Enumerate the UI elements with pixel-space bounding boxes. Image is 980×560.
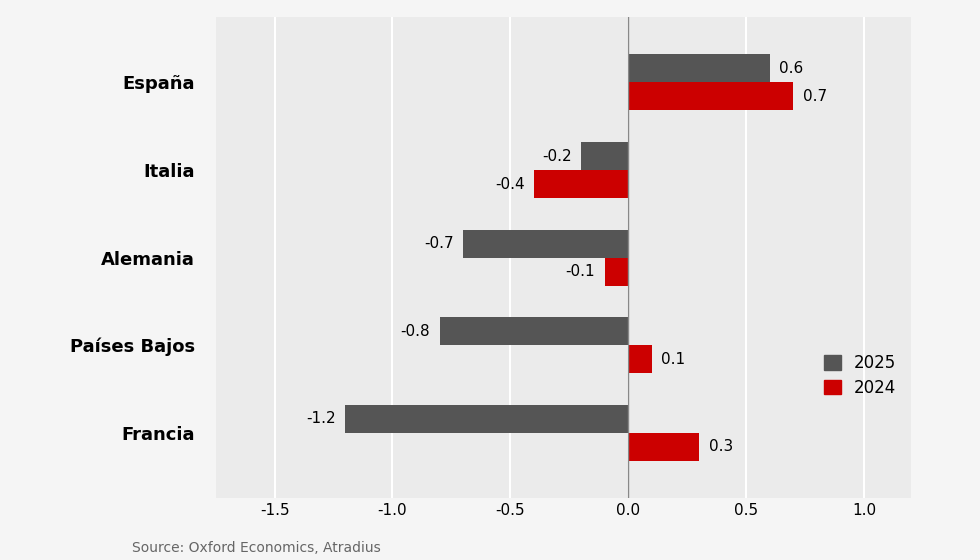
Bar [628, 345, 652, 373]
Text: -0.8: -0.8 [401, 324, 430, 339]
Text: -1.2: -1.2 [307, 411, 336, 426]
Text: 0.1: 0.1 [662, 352, 685, 367]
Text: -0.4: -0.4 [495, 176, 524, 192]
Legend: 2025, 2024: 2025, 2024 [817, 347, 903, 403]
Bar [464, 230, 628, 258]
Bar [628, 54, 770, 82]
Bar [534, 170, 628, 198]
Text: 0.3: 0.3 [709, 439, 733, 454]
Text: -0.2: -0.2 [542, 148, 571, 164]
Bar [581, 142, 628, 170]
Bar [440, 317, 628, 345]
Text: -0.1: -0.1 [565, 264, 595, 279]
Text: 0.6: 0.6 [779, 61, 804, 76]
Text: -0.7: -0.7 [424, 236, 454, 251]
Bar [628, 82, 794, 110]
Bar [345, 405, 628, 433]
Text: 0.7: 0.7 [803, 89, 827, 104]
Bar [605, 258, 628, 286]
Bar [628, 433, 699, 461]
Text: Source: Oxford Economics, Atradius: Source: Oxford Economics, Atradius [132, 540, 381, 554]
